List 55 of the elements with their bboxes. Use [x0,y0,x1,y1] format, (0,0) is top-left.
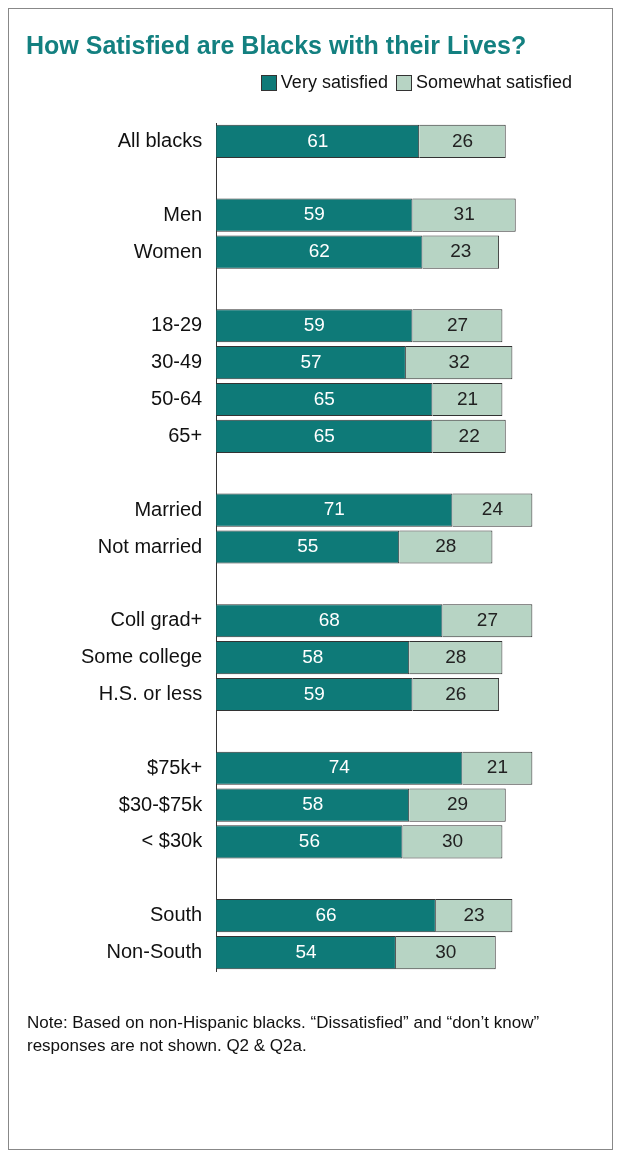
y-tick-label: All blacks [117,128,203,151]
y-tick-label: Men [163,202,203,225]
data-label: 27 [476,608,498,630]
y-tick-label: $75k+ [147,755,203,778]
data-label: 31 [453,203,475,225]
data-label: 21 [486,756,508,778]
data-label: 26 [445,682,467,704]
data-label: 58 [302,793,324,815]
data-label: 21 [456,387,479,409]
y-tick-label: Some college [80,645,203,668]
data-label: 68 [318,608,340,630]
y-tick-label: 65+ [168,423,203,446]
y-tick-label: 50-64 [151,387,203,410]
data-label: 54 [295,940,318,962]
data-label: 22 [458,424,480,446]
data-label: 59 [303,314,325,336]
data-label: 57 [300,350,322,372]
y-tick-label: < $30k [141,829,204,852]
data-label: 55 [297,535,319,557]
data-label: 27 [446,314,469,336]
data-label: 29 [446,793,469,815]
y-tick-label: H.S. or less [98,681,203,704]
data-label: 32 [448,350,470,372]
data-label: 59 [303,682,325,704]
y-tick-label: Married [134,497,203,520]
y-tick-label: $30-$75k [118,792,204,815]
data-label: 26 [451,129,474,151]
y-tick-label: Coll grad+ [110,608,203,631]
data-label: 74 [328,756,351,778]
chart-title: How Satisfied are Blacks with their Lives? [25,30,528,60]
y-tick-label: Women [133,239,203,262]
data-label: 71 [323,498,345,520]
data-label: 65 [313,387,335,409]
data-label: 23 [463,903,485,925]
data-label: 62 [308,240,330,262]
y-tick-label: 18-29 [151,313,203,336]
data-label: 28 [435,535,457,557]
data-label: 65 [313,424,335,446]
y-tick-label: 30-49 [151,350,203,373]
y-tick-label: Non-South [106,940,203,963]
data-label: 24 [481,498,504,520]
data-label: 23 [450,240,472,262]
y-tick-label: South [149,903,203,926]
data-label: 61 [307,129,329,151]
data-label: 66 [315,903,337,925]
data-label: 56 [298,830,320,852]
data-label: 58 [302,645,324,667]
data-label: 30 [435,940,457,962]
data-label: 30 [441,830,464,852]
text: Note: Based on non-Hispanic blacks. “Dissatisfied” and “don’t know” responses are not shown. Q2 & Q2a. [26,1012,541,1057]
legend-label: Very satisfied [280,72,388,93]
data-label: 59 [303,203,325,225]
data-label: 28 [445,645,467,667]
y-tick-label: Not married [97,534,203,557]
legend-label: Somewhat satisfied [415,72,572,93]
